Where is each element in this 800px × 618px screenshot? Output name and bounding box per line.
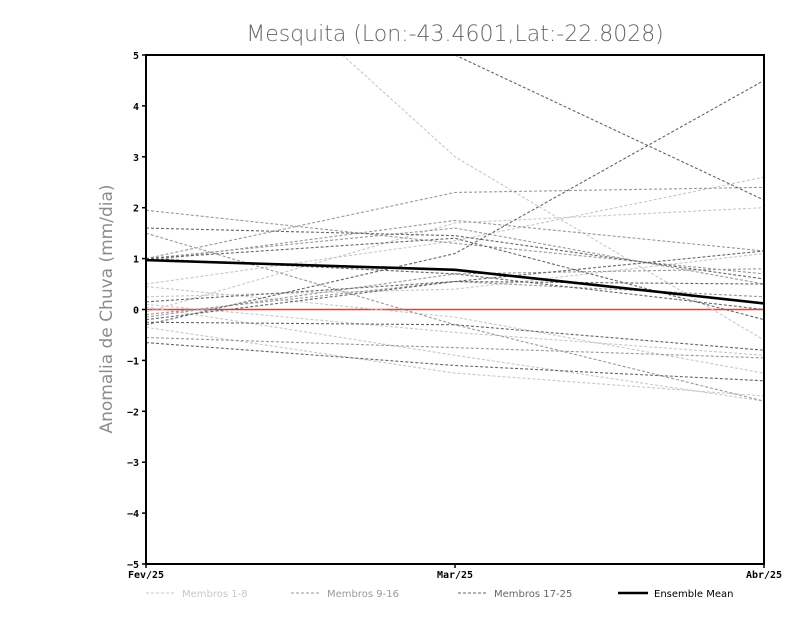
y-tick-label: −1 (127, 356, 139, 367)
y-axis-label: Anomalia de Chuva (mm/dia) (97, 184, 117, 433)
legend: Membros 1-8 Membros 9-16 Membros 17-25 Ense… (146, 589, 733, 600)
member-line-group2-4 (146, 219, 764, 262)
member-line-group3-1 (454, 55, 764, 201)
y-tick-label: −2 (127, 407, 139, 418)
x-tick-label: Mar/25 (437, 570, 473, 581)
member-line-group1-8 (146, 286, 764, 374)
member-line-group1-4 (146, 306, 764, 402)
member-line-group3-8 (146, 321, 764, 351)
member-line-group1-5 (146, 207, 764, 313)
axis-ticks: −5 −4 −3 −2 −1 0 1 2 3 4 5 Fev/25 Mar/25 Abr/25 (127, 51, 782, 581)
legend-label: Ensemble Mean (654, 589, 733, 600)
legend-label: Membros 17-25 (494, 589, 572, 600)
chart-title: Mesquita (Lon:-43.4601,Lat:-22.8028) (246, 22, 664, 47)
member-line-group3-9 (146, 237, 764, 321)
member-line-group3-7 (146, 342, 764, 382)
member-line-group2-5 (146, 268, 764, 318)
y-tick-label: 3 (133, 153, 139, 164)
y-tick-label: 4 (133, 102, 139, 113)
x-tick-label: Abr/25 (746, 570, 782, 581)
member-line-group3-5 (146, 258, 764, 311)
member-line-group1-2 (146, 176, 764, 285)
member-line-group3-2 (146, 79, 764, 326)
member-line-group2-6 (146, 336, 764, 359)
member-line-group1-3 (146, 252, 764, 298)
member-line-group3-6 (146, 280, 764, 303)
legend-label: Membros 1-8 (182, 589, 248, 600)
ensemble-mean-line (146, 258, 764, 305)
y-tick-label: −4 (127, 509, 139, 520)
series-layer (146, 55, 764, 402)
x-tick-label: Fev/25 (128, 570, 164, 581)
member-line-group1-1 (341, 55, 764, 341)
member-line-group1-7 (146, 326, 764, 397)
y-tick-label: −5 (127, 560, 139, 571)
y-tick-label: 0 (133, 306, 139, 317)
member-line-group2-7 (146, 227, 764, 285)
y-tick-label: 1 (133, 255, 139, 266)
member-line-group2-2 (146, 186, 764, 260)
legend-label: Membros 9-16 (327, 589, 399, 600)
y-tick-label: −3 (127, 458, 139, 469)
y-tick-label: 5 (133, 51, 139, 62)
member-line-group3-3 (146, 227, 764, 280)
member-line-group1-6 (146, 303, 764, 356)
y-tick-label: 2 (133, 204, 139, 215)
member-line-group2-1 (146, 209, 764, 275)
member-line-group3-4 (146, 250, 764, 321)
